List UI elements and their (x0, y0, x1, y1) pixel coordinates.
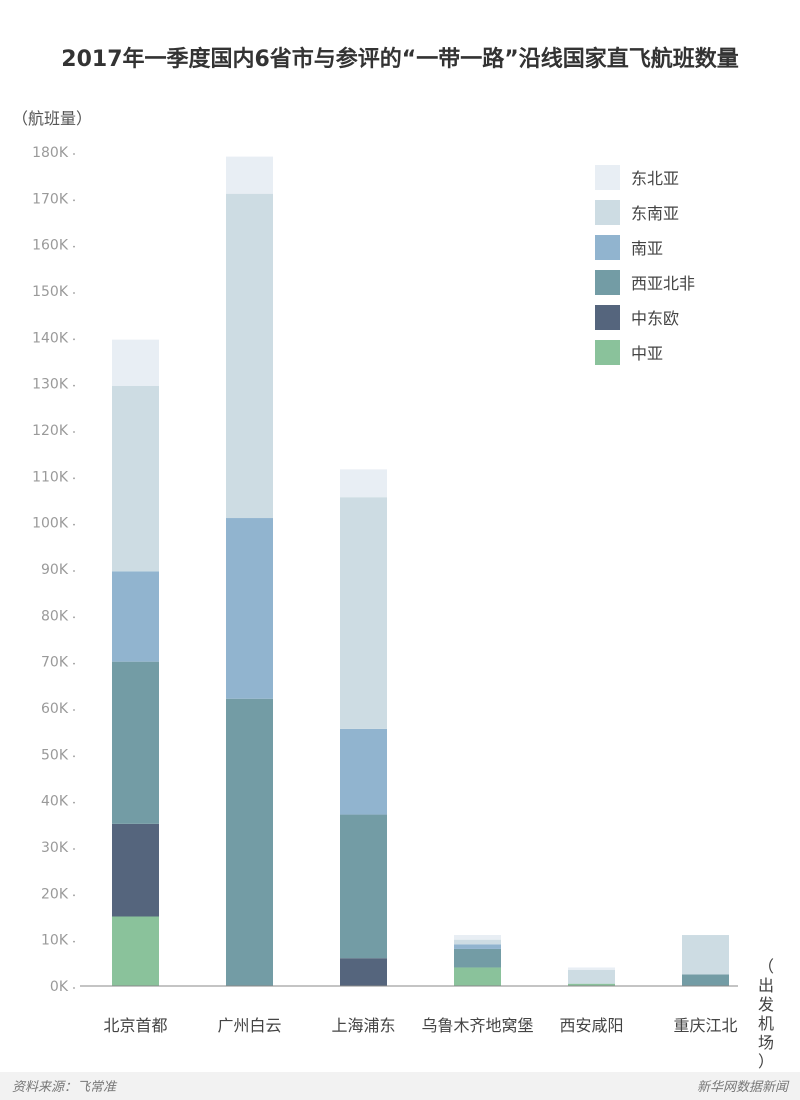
y-tick-mark (73, 940, 75, 943)
bar-segment (340, 814, 387, 959)
bar-segment (226, 156, 273, 194)
bar-segment (112, 823, 159, 917)
x-axis-label-char: （ (758, 957, 774, 976)
y-tick-mark (73, 662, 75, 665)
bar-segment (340, 497, 387, 729)
chart-title: 2017年一季度国内6省市与参评的“一带一路”沿线国家直飞航班数量 (61, 46, 738, 72)
bar-segment (226, 698, 273, 986)
y-tick-mark (73, 709, 75, 711)
footer-bar (0, 1072, 800, 1100)
bar-segment (682, 974, 729, 986)
legend-label: 南亚 (631, 239, 663, 258)
y-tick-mark (73, 801, 75, 804)
y-tick-mark (73, 523, 75, 526)
y-tick-mark (73, 292, 75, 294)
bar-segment (340, 469, 387, 498)
y-tick-mark (73, 570, 75, 572)
bar-segment (568, 969, 615, 984)
legend-label: 东北亚 (631, 169, 679, 188)
legend-swatch (595, 235, 620, 260)
y-axis-ticks: 0K 10K 20K 30K 40K 50K 60K 70K 80K 90K 100K 110K 120… (32, 145, 75, 995)
x-axis-label-char: 场 (758, 1033, 774, 1052)
bar-segment (226, 518, 273, 699)
y-tick-label: 40K (41, 794, 69, 810)
x-axis-categories: 北京首都 广州白云 上海浦东 乌鲁木齐地窝堡 西安咸阳 重庆江北 (103, 1016, 737, 1035)
y-tick-mark (73, 338, 75, 341)
bar-segment (112, 339, 159, 386)
legend-swatch (595, 305, 620, 330)
y-tick-mark (73, 245, 75, 248)
bar-segment (568, 967, 615, 970)
bar-segment (682, 935, 729, 975)
x-axis-label-char: 发 (758, 995, 774, 1014)
category-label: 乌鲁木齐地窝堡 (421, 1016, 533, 1035)
y-tick-mark (73, 848, 75, 850)
x-axis-label-char: 出 (758, 976, 774, 995)
y-tick-label: 150K (32, 284, 69, 300)
y-tick-mark (73, 755, 75, 758)
y-tick-label: 60K (41, 701, 69, 717)
legend-label: 中东欧 (631, 309, 679, 328)
y-tick-mark (73, 987, 75, 989)
y-tick-label: 140K (32, 330, 69, 346)
legend-swatch (595, 165, 620, 190)
y-tick-mark (73, 616, 75, 619)
bar-segment (454, 935, 501, 940)
y-tick-mark (73, 894, 75, 897)
y-tick-label: 30K (41, 840, 69, 856)
legend-label: 东南亚 (631, 204, 679, 223)
category-label: 广州白云 (217, 1016, 281, 1035)
legend-swatch (595, 340, 620, 365)
y-tick-label: 110K (32, 469, 69, 485)
legend-swatch (595, 200, 620, 225)
bar-segment (112, 661, 159, 824)
bar-segment (454, 948, 501, 968)
y-tick-label: 180K (32, 145, 69, 161)
bar-segment (454, 967, 501, 986)
y-tick-label: 20K (41, 886, 69, 902)
bar-segment (112, 916, 159, 986)
bar-segment (454, 944, 501, 949)
bar-segment (568, 983, 615, 986)
y-tick-mark (73, 384, 75, 387)
y-tick-label: 120K (32, 423, 69, 439)
y-tick-label: 50K (41, 747, 69, 763)
y-tick-label: 90K (41, 562, 69, 578)
y-axis-label: （航班量） (12, 109, 92, 128)
bar-segment (454, 939, 501, 945)
y-tick-mark (73, 431, 75, 433)
y-tick-mark (73, 477, 75, 480)
y-tick-label: 80K (41, 608, 69, 624)
category-label: 重庆江北 (673, 1016, 737, 1035)
category-label: 北京首都 (103, 1016, 167, 1035)
credit-note: 新华网数据新闻 (697, 1080, 790, 1095)
y-tick-label: 10K (41, 933, 69, 949)
bars (112, 156, 729, 986)
y-tick-label: 170K (32, 191, 69, 207)
y-tick-label: 0K (50, 979, 69, 995)
y-tick-label: 70K (41, 655, 69, 671)
y-tick-mark (73, 199, 75, 202)
y-tick-mark (73, 153, 75, 155)
legend-label: 中亚 (631, 344, 663, 363)
bar-segment (340, 958, 387, 986)
bar-segment (340, 728, 387, 815)
y-tick-label: 100K (32, 516, 69, 532)
bar-segment (112, 385, 159, 572)
x-axis-label-char: ） (758, 1052, 774, 1071)
category-label: 上海浦东 (331, 1016, 395, 1035)
x-axis-label-char: 机 (758, 1014, 774, 1033)
category-label: 西安咸阳 (559, 1016, 623, 1035)
source-note: 资料来源：飞常准 (12, 1080, 118, 1095)
legend-label: 西亚北非 (631, 274, 695, 293)
bar-segment (112, 571, 159, 662)
y-tick-label: 160K (32, 238, 69, 254)
bar-segment (226, 193, 273, 519)
legend-swatch (595, 270, 620, 295)
y-tick-label: 130K (32, 377, 69, 393)
